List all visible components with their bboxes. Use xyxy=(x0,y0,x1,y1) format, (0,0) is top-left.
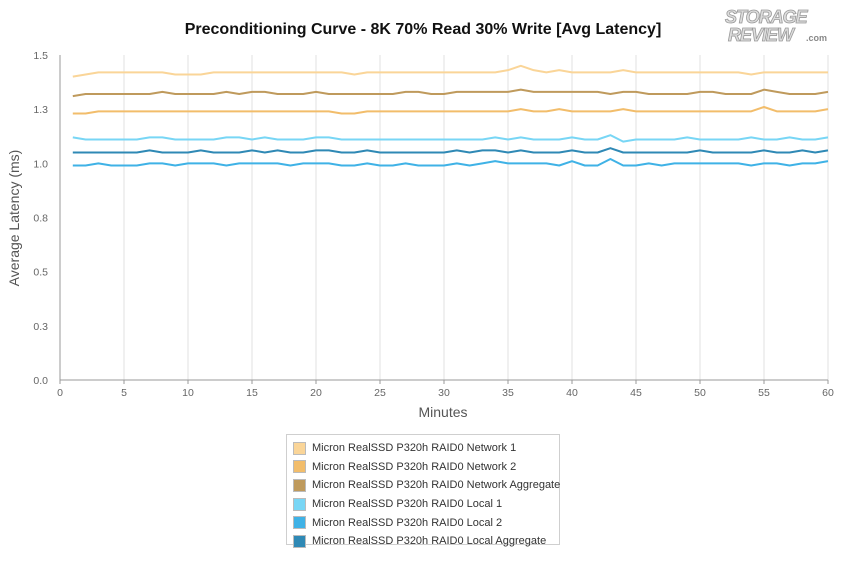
legend-swatch xyxy=(293,534,306,548)
x-axis-label: Minutes xyxy=(418,404,467,420)
legend-label: Micron RealSSD P320h RAID0 Local Aggrega… xyxy=(312,535,547,548)
x-tick-label: 5 xyxy=(121,387,127,399)
x-tick-label: 55 xyxy=(758,387,770,399)
x-tick-label: 0 xyxy=(57,387,63,399)
x-tick-label: 50 xyxy=(694,387,706,399)
legend-label: Micron RealSSD P320h RAID0 Local 1 xyxy=(312,498,503,511)
y-tick-label: 1.0 xyxy=(33,158,48,170)
x-tick-label: 35 xyxy=(502,387,514,399)
chart-title: Preconditioning Curve - 8K 70% Read 30% … xyxy=(185,21,662,38)
series-line-4 xyxy=(72,134,829,143)
x-tick-label: 15 xyxy=(246,387,258,399)
legend-label: Micron RealSSD P320h RAID0 Network 2 xyxy=(312,460,517,473)
legend: Micron RealSSD P320h RAID0 Network 1 Micr… xyxy=(286,434,560,548)
y-tick-label: 1.5 xyxy=(33,50,48,62)
x-tick-label: 30 xyxy=(438,387,450,399)
legend-item-4[interactable]: Micron RealSSD P320h RAID0 Local 1 xyxy=(293,495,553,514)
legend-item-1[interactable]: Micron RealSSD P320h RAID0 Network 1 xyxy=(293,439,553,458)
legend-label: Micron RealSSD P320h RAID0 Local 2 xyxy=(312,516,503,529)
axes xyxy=(59,55,829,384)
legend-swatch xyxy=(293,478,306,492)
x-tick-label: 25 xyxy=(374,387,386,399)
x-tick-label: 45 xyxy=(630,387,642,399)
x-tick-label: 60 xyxy=(822,387,834,399)
x-tick-labels: 0 5 10 15 20 25 30 35 40 45 50 55 60 xyxy=(57,387,834,399)
legend-swatch xyxy=(293,460,306,474)
legend-label: Micron RealSSD P320h RAID0 Network 1 xyxy=(312,442,517,455)
y-axis-label: Average Latency (ms) xyxy=(6,150,22,287)
legend-item-5[interactable]: Micron RealSSD P320h RAID0 Local 2 xyxy=(293,513,553,532)
y-tick-label: 0.0 xyxy=(33,375,48,387)
legend-swatch xyxy=(293,441,306,455)
legend-swatch xyxy=(293,516,306,530)
grid-lines xyxy=(123,55,829,380)
x-tick-label: 10 xyxy=(182,387,194,399)
logo-line2: REVIEW xyxy=(728,25,796,45)
legend-label: Micron RealSSD P320h RAID0 Network Aggre… xyxy=(312,479,561,492)
series-line-3 xyxy=(72,88,829,98)
x-tick-label: 40 xyxy=(566,387,578,399)
logo-suffix: .com xyxy=(806,33,827,43)
logo-line1: STORAGE xyxy=(725,7,809,27)
y-tick-label: 1.3 xyxy=(33,104,48,116)
y-tick-label: 0.8 xyxy=(33,213,48,225)
series-line-2 xyxy=(72,106,829,115)
legend-item-3[interactable]: Micron RealSSD P320h RAID0 Network Aggre… xyxy=(293,476,560,495)
series-line-1 xyxy=(72,64,828,78)
series-lines xyxy=(72,64,829,167)
y-tick-label: 0.5 xyxy=(33,267,48,279)
series-line-6 xyxy=(72,147,829,154)
y-tick-labels: 0.0 0.3 0.5 0.8 1.0 1.3 1.5 xyxy=(33,50,48,387)
legend-item-2[interactable]: Micron RealSSD P320h RAID0 Network 2 xyxy=(293,458,553,477)
legend-item-6[interactable]: Micron RealSSD P320h RAID0 Local Aggrega… xyxy=(293,532,553,551)
storage-review-logo: STORAGE REVIEW .com xyxy=(725,7,827,46)
legend-swatch xyxy=(293,497,306,511)
series-line-5 xyxy=(72,158,829,167)
x-tick-label: 20 xyxy=(310,387,322,399)
y-tick-label: 0.3 xyxy=(33,321,48,333)
